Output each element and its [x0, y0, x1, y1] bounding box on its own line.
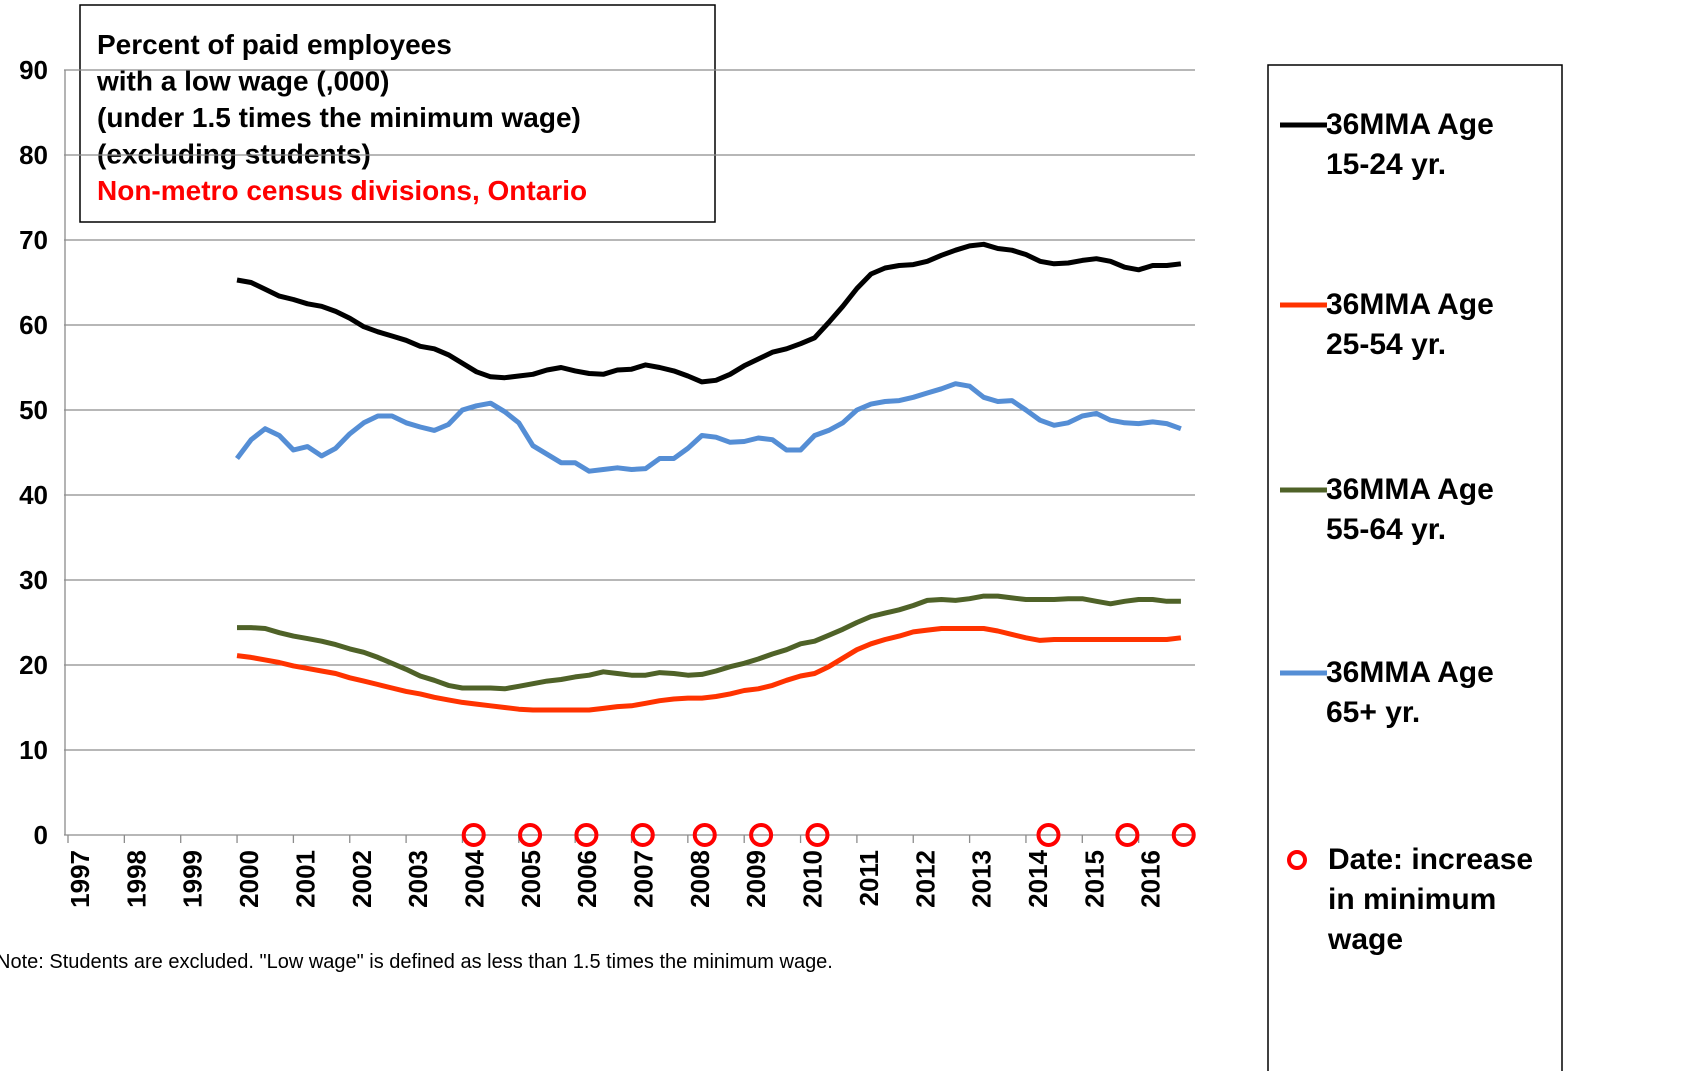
x-tick-label: 2002: [347, 850, 377, 908]
x-tick-label: 1999: [178, 850, 208, 908]
wage-increase-marker: [1036, 823, 1061, 847]
wage-increase-marker: [630, 823, 655, 847]
wage-increase-marker: [749, 823, 774, 847]
x-tick-label: 2010: [798, 850, 828, 908]
note: Note: Students are excluded. "Low wage" …: [0, 951, 833, 973]
x-tick-label: 2008: [685, 850, 715, 908]
y-tick-label: 80: [19, 140, 48, 170]
legend-label: 36MMA Age 55-64 yr.: [1326, 473, 1494, 546]
x-tick-label: 2013: [967, 850, 997, 908]
x-tick-label: 2000: [234, 850, 264, 908]
y-tick-label: 70: [19, 225, 48, 255]
legend-label: 36MMA Age 65+ yr.: [1326, 656, 1494, 729]
series-line: [236, 241, 1182, 385]
wage-increase-marker: [1171, 823, 1196, 847]
x-tick-label: 1997: [65, 850, 95, 908]
x-tick-label: 2004: [459, 849, 489, 907]
chart-title: (under 1.5 times the minimum wage): [97, 102, 581, 133]
legend-box: [1267, 64, 1563, 1071]
legend-symbol: [1287, 850, 1307, 870]
x-tick-label: 2005: [516, 850, 546, 908]
wage-increase-marker: [692, 823, 717, 847]
wage-increase-marker: [1115, 823, 1140, 847]
legend-label: 36MMA Age 15-24 yr.: [1326, 108, 1494, 181]
x-tick-label: 2003: [403, 850, 433, 908]
series-line: [235, 381, 1182, 474]
legend-label: Date: increase in minimum wage: [1328, 843, 1534, 956]
wage-increase-marker: [461, 823, 486, 847]
series-line: [237, 593, 1181, 692]
y-tick-label: 60: [19, 310, 48, 340]
x-tick-label: 2011: [854, 850, 884, 906]
x-tick-label: 1998: [121, 850, 151, 908]
x-tick-label: 2012: [910, 850, 940, 908]
x-tick-label: 2014: [1023, 849, 1053, 907]
chart-title: with a low wage (,000): [96, 66, 390, 97]
legend-label: 36MMA Age 25-54 yr.: [1326, 288, 1494, 361]
y-tick-label: 90: [19, 55, 48, 85]
y-tick-label: 20: [19, 650, 48, 680]
y-tick-label: 30: [19, 565, 48, 595]
y-tick-label: 50: [19, 395, 48, 425]
x-tick-label: 2006: [572, 850, 602, 908]
chart-subtitle: Non-metro census divisions, Ontario: [97, 175, 587, 206]
y-tick-label: 10: [19, 735, 48, 765]
x-tick-label: 2007: [629, 850, 659, 908]
title-box: [79, 4, 716, 223]
y-tick-label: 0: [34, 820, 48, 850]
y-tick-label: 40: [19, 480, 48, 510]
chart-title: (excluding students): [97, 139, 371, 170]
x-tick-label: 2015: [1079, 850, 1109, 908]
wage-increase-marker: [574, 823, 599, 847]
series-line: [236, 626, 1182, 713]
wage-increase-marker: [805, 823, 830, 847]
x-tick-label: 2009: [741, 850, 771, 908]
x-tick-label: 2001: [290, 850, 320, 908]
chart-title: Percent of paid employees: [97, 29, 452, 60]
x-tick-label: 2016: [1136, 850, 1166, 908]
wage-increase-marker: [518, 823, 543, 847]
